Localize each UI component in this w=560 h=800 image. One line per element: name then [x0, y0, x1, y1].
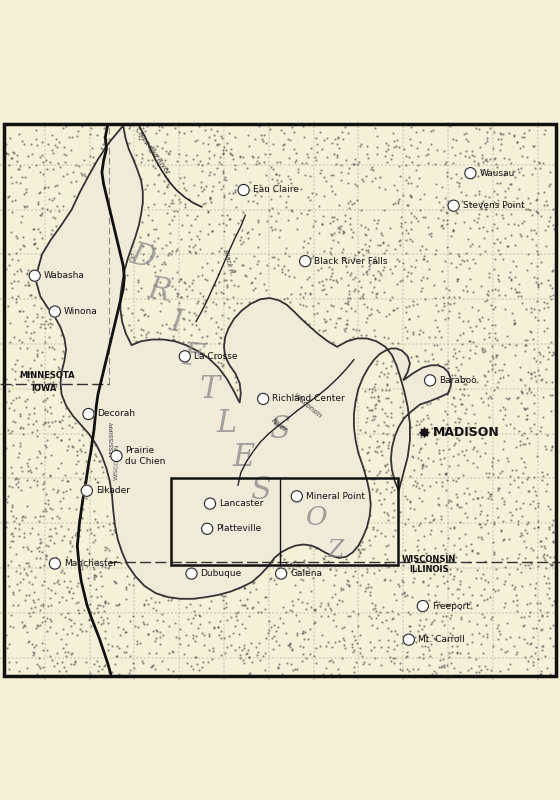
Text: Decorah: Decorah: [97, 410, 136, 418]
Circle shape: [204, 498, 216, 510]
Text: Lancaster: Lancaster: [219, 499, 263, 508]
Text: MINNESOTA: MINNESOTA: [20, 371, 75, 381]
Text: Black River Falls: Black River Falls: [314, 257, 388, 266]
Text: F: F: [181, 340, 205, 373]
Text: WISCONSIN: WISCONSIN: [113, 443, 120, 480]
Text: S: S: [269, 414, 291, 445]
Text: Manchester: Manchester: [64, 559, 117, 568]
Circle shape: [424, 374, 436, 386]
Text: Z: Z: [328, 538, 344, 562]
Circle shape: [258, 394, 269, 405]
Text: I: I: [169, 306, 184, 339]
Text: L: L: [217, 408, 237, 439]
Circle shape: [186, 568, 197, 579]
Circle shape: [417, 601, 428, 612]
Circle shape: [291, 490, 302, 502]
Text: Baraboo: Baraboo: [439, 376, 477, 385]
Circle shape: [29, 270, 40, 282]
Text: O: O: [306, 505, 327, 530]
Text: S: S: [250, 475, 271, 506]
Circle shape: [403, 634, 414, 646]
Circle shape: [202, 523, 213, 534]
Circle shape: [49, 558, 60, 569]
Text: MADISON: MADISON: [433, 426, 500, 439]
Text: MISSISSIPPI: MISSISSIPPI: [110, 422, 114, 457]
Circle shape: [49, 306, 60, 317]
Text: Wausau: Wausau: [479, 169, 515, 178]
Text: Galena: Galena: [290, 569, 322, 578]
Text: Dubuque: Dubuque: [200, 569, 242, 578]
Text: Mt. Carroll: Mt. Carroll: [418, 635, 464, 644]
Circle shape: [300, 255, 311, 266]
Text: T: T: [200, 374, 220, 406]
Text: D: D: [127, 239, 158, 275]
Text: Mineral Point: Mineral Point: [306, 492, 365, 501]
Text: Platteville: Platteville: [216, 524, 262, 534]
Circle shape: [111, 450, 122, 462]
Text: WISCONSIN: WISCONSIN: [402, 555, 456, 564]
Circle shape: [238, 184, 249, 196]
Text: Black R.: Black R.: [222, 249, 235, 277]
Circle shape: [81, 485, 92, 496]
Text: R: R: [146, 274, 174, 308]
Text: E: E: [232, 442, 255, 473]
Bar: [171, 478, 398, 565]
Text: Richland Center: Richland Center: [272, 394, 345, 403]
Text: ILLINOIS: ILLINOIS: [409, 565, 449, 574]
Circle shape: [448, 200, 459, 211]
Text: IOWA: IOWA: [31, 384, 56, 394]
Circle shape: [83, 408, 94, 419]
Text: Wisconsin: Wisconsin: [291, 392, 323, 419]
Text: Freeport: Freeport: [432, 602, 470, 610]
Circle shape: [276, 568, 287, 579]
Text: La Crosse: La Crosse: [194, 352, 237, 361]
Text: Elkader: Elkader: [96, 486, 130, 495]
Text: Wabasha: Wabasha: [44, 271, 85, 280]
Text: Winona: Winona: [64, 307, 97, 316]
Polygon shape: [36, 126, 451, 598]
Circle shape: [465, 167, 476, 178]
Text: Stevens Point: Stevens Point: [463, 201, 524, 210]
Text: Chippewa River: Chippewa River: [134, 126, 171, 175]
Text: River: River: [270, 417, 288, 434]
Text: Eau Claire: Eau Claire: [253, 186, 298, 194]
Text: Prairie
du Chien: Prairie du Chien: [125, 446, 166, 466]
Circle shape: [179, 350, 190, 362]
